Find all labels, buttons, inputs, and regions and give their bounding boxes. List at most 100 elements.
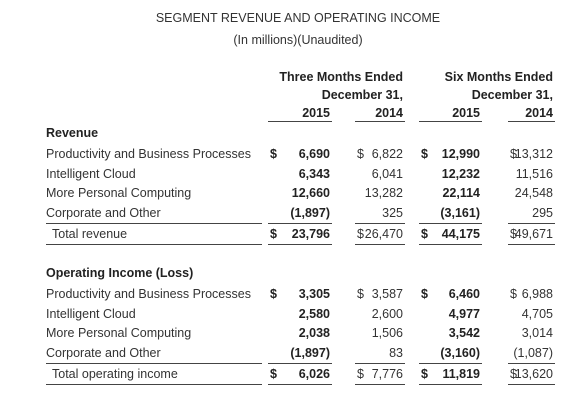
column-group-header: Three Months Ended xyxy=(279,70,403,84)
value: (1,897) xyxy=(290,345,330,360)
cell-rule xyxy=(268,244,332,245)
currency-sign: $ xyxy=(270,147,277,161)
value: (3,160) xyxy=(440,345,480,360)
row-label: More Personal Computing xyxy=(46,326,192,340)
value: (1,897) xyxy=(290,205,330,220)
value: 2,580 xyxy=(298,306,330,321)
currency-sign: $ xyxy=(510,367,517,381)
value: 6,041 xyxy=(371,166,403,181)
year-header: 2014 xyxy=(375,106,403,120)
title: SEGMENT REVENUE AND OPERATING INCOME xyxy=(155,11,441,25)
currency-sign: $ xyxy=(270,227,277,241)
header-rule xyxy=(419,121,482,122)
value: 1,506 xyxy=(371,326,403,340)
label-rule xyxy=(46,384,262,385)
value: 3,305 xyxy=(298,287,330,301)
cell-rule xyxy=(268,384,332,385)
currency-sign: $ xyxy=(421,367,428,381)
currency-sign: $ xyxy=(357,147,364,161)
cell-rule xyxy=(419,222,482,224)
currency-sign: $ xyxy=(270,287,277,301)
value: 4,705 xyxy=(521,306,553,321)
column-group-header: December 31, xyxy=(471,88,553,102)
value: 23,796 xyxy=(291,227,330,241)
section-title: Operating Income (Loss) xyxy=(46,266,194,280)
value: 325 xyxy=(382,205,403,220)
value: 26,470 xyxy=(364,227,403,241)
value: 6,026 xyxy=(298,367,330,381)
row-label: Productivity and Business Processes xyxy=(46,147,251,161)
cell-rule xyxy=(508,384,555,385)
value: 22,114 xyxy=(442,186,480,200)
value: 6,988 xyxy=(521,287,553,301)
value: 6,690 xyxy=(298,147,330,161)
value: 13,312 xyxy=(514,147,553,161)
header-rule xyxy=(355,121,405,122)
currency-sign: $ xyxy=(357,287,364,301)
year-header: 2014 xyxy=(525,106,553,120)
cell-rule xyxy=(268,222,332,224)
value: 12,990 xyxy=(441,147,480,161)
value: 13,282 xyxy=(364,186,403,200)
label-rule xyxy=(46,222,262,224)
cell-rule xyxy=(508,222,555,224)
currency-sign: $ xyxy=(270,367,277,381)
currency-sign: $ xyxy=(510,287,517,301)
subtitle: (In millions)(Unaudited) xyxy=(233,33,363,47)
value: 6,343 xyxy=(298,166,330,181)
header-rule xyxy=(268,121,332,122)
currency-sign: $ xyxy=(421,287,428,301)
year-header: 2015 xyxy=(302,106,330,120)
value: 295 xyxy=(532,205,553,220)
value: 2,038 xyxy=(298,326,330,340)
value: 4,977 xyxy=(448,306,480,321)
cell-rule xyxy=(508,244,555,245)
value: 3,542 xyxy=(448,326,480,340)
value: 49,671 xyxy=(514,227,553,241)
value: (1,087) xyxy=(513,345,553,360)
value: 11,516 xyxy=(515,166,553,181)
currency-sign: $ xyxy=(357,227,364,241)
section-title: Revenue xyxy=(46,126,99,140)
column-group-header: December 31, xyxy=(321,88,403,102)
value: 6,822 xyxy=(371,147,403,161)
currency-sign: $ xyxy=(357,367,364,381)
row-label: Corporate and Other xyxy=(46,345,161,360)
total-label: Total operating income xyxy=(52,367,178,381)
label-rule xyxy=(46,362,262,364)
year-header: 2015 xyxy=(452,106,480,120)
value: 3,587 xyxy=(371,287,403,301)
cell-rule xyxy=(355,222,405,224)
header-rule xyxy=(508,121,555,122)
row-label: Intelligent Cloud xyxy=(46,306,136,321)
cell-rule xyxy=(419,384,482,385)
value: 7,776 xyxy=(371,367,403,381)
row-label: Corporate and Other xyxy=(46,205,161,220)
currency-sign: $ xyxy=(510,227,517,241)
row-label: Intelligent Cloud xyxy=(46,166,136,181)
cell-rule xyxy=(419,362,482,364)
cell-rule xyxy=(355,384,405,385)
value: 24,548 xyxy=(514,186,553,200)
currency-sign: $ xyxy=(421,147,428,161)
column-group-header: Six Months Ended xyxy=(444,70,553,84)
cell-rule xyxy=(419,244,482,245)
value: 6,460 xyxy=(448,287,480,301)
value: 12,232 xyxy=(441,166,480,181)
value: 3,014 xyxy=(521,326,553,340)
value: 11,819 xyxy=(442,367,480,381)
value: 44,175 xyxy=(441,227,480,241)
cell-rule xyxy=(355,244,405,245)
total-label: Total revenue xyxy=(52,227,128,241)
cell-rule xyxy=(508,362,555,364)
value: (3,161) xyxy=(440,205,480,220)
row-label: Productivity and Business Processes xyxy=(46,287,251,301)
value: 12,660 xyxy=(291,186,330,200)
currency-sign: $ xyxy=(510,147,517,161)
value: 13,620 xyxy=(514,367,553,381)
value: 2,600 xyxy=(371,306,403,321)
value: 83 xyxy=(389,345,403,360)
currency-sign: $ xyxy=(421,227,428,241)
label-rule xyxy=(46,244,262,245)
